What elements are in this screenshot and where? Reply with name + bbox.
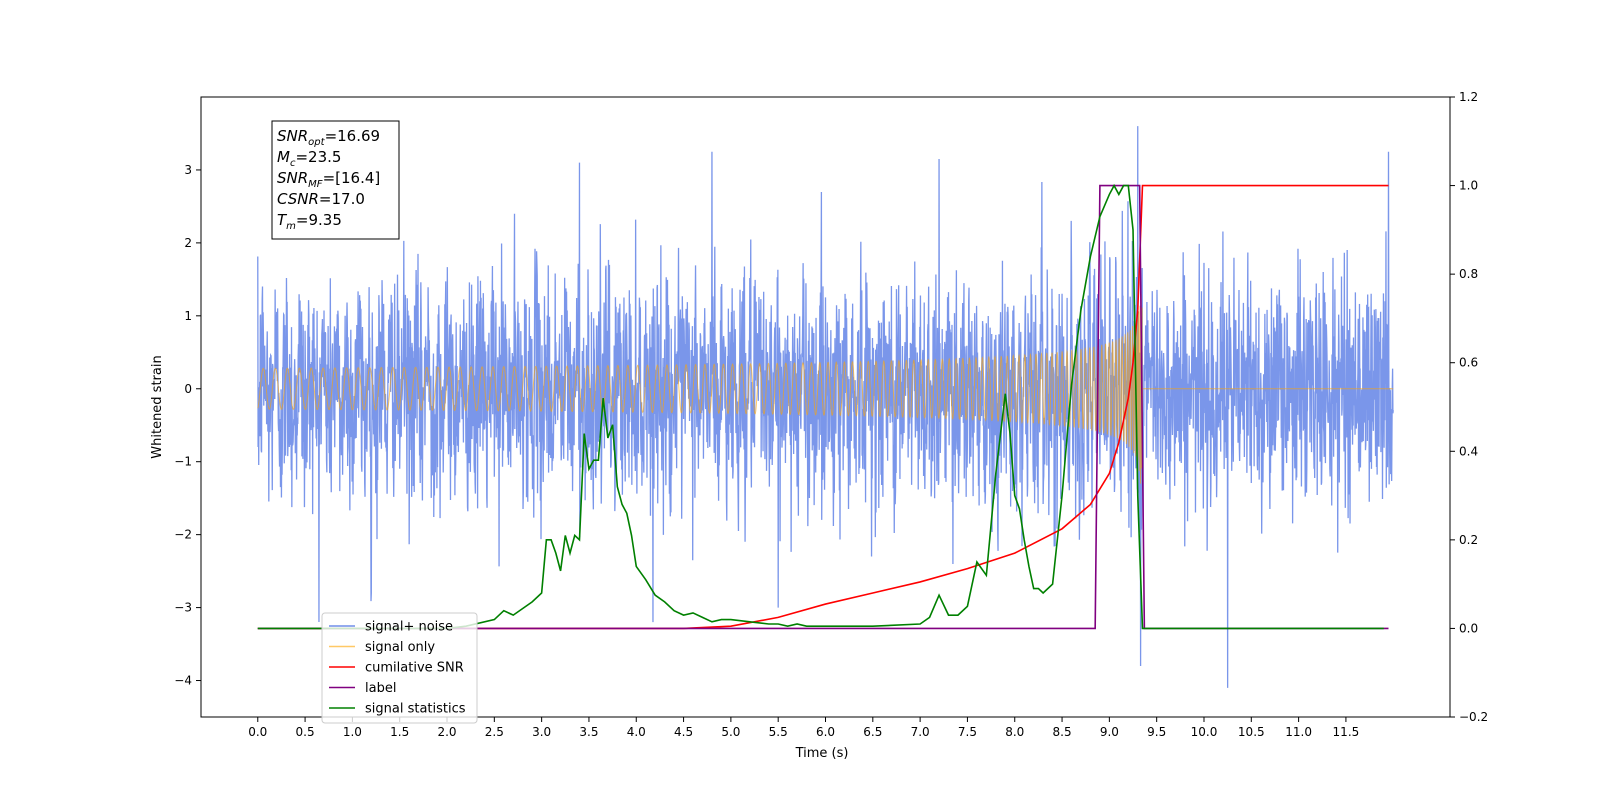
y-right-tick-label: −0.2 xyxy=(1459,710,1488,724)
annotation-value: =23.5 xyxy=(295,148,341,166)
x-tick-label: 9.5 xyxy=(1147,725,1166,739)
annotation-subscript: opt xyxy=(308,137,325,148)
legend-label: signal+ noise xyxy=(365,620,453,635)
legend-label: label xyxy=(365,681,396,696)
legend-label: signal statistics xyxy=(365,702,466,717)
annotation-subscript: c xyxy=(290,158,296,169)
series-signal-only-line xyxy=(257,293,1394,484)
x-tick-label: 4.5 xyxy=(674,725,693,739)
x-tick-label: 3.0 xyxy=(532,725,551,739)
y-left-tick-label: −3 xyxy=(174,601,192,615)
x-tick-label: 11.5 xyxy=(1333,725,1360,739)
annotation-symbol: T xyxy=(277,211,288,229)
right-axis-series xyxy=(257,183,1389,630)
x-tick-label: 8.0 xyxy=(1005,725,1024,739)
annotation-symbol: M xyxy=(277,148,290,166)
x-axis-ticks: 0.0 0.5 1.0 1.5 2.0 2.5 3.0 3.5 4.0 4.5 5.0 5.5 6.0 6… xyxy=(248,717,1359,739)
annotation-line: SNRopt=16.69 xyxy=(277,127,380,148)
x-tick-label: 8.5 xyxy=(1053,725,1072,739)
annotation-line: SNRMF=[16.4] xyxy=(277,169,380,190)
x-tick-label: 1.0 xyxy=(343,725,362,739)
x-tick-label: 3.5 xyxy=(579,725,598,739)
annotation-value: =[16.4] xyxy=(323,169,381,187)
y-left-tick-label: 2 xyxy=(184,236,192,250)
annotation-line: Mc=23.5 xyxy=(277,148,341,169)
y-right-tick-label: 1.0 xyxy=(1459,179,1478,193)
legend-frame xyxy=(321,612,478,724)
annotation-symbol: SNR xyxy=(277,127,308,145)
annotation-value: =17.0 xyxy=(319,190,365,208)
x-tick-label: 0.5 xyxy=(296,725,315,739)
x-tick-label: 2.5 xyxy=(485,725,504,739)
x-axis-label: Time (s) xyxy=(795,746,849,761)
noise-series xyxy=(257,126,1394,688)
y-right-tick-label: 0.2 xyxy=(1459,533,1478,547)
legend-label: cumilative SNR xyxy=(365,661,464,676)
x-tick-label: 10.0 xyxy=(1191,725,1218,739)
x-tick-label: 7.5 xyxy=(958,725,977,739)
x-tick-label: 6.0 xyxy=(816,725,835,739)
annotation-subscript: MF xyxy=(308,179,323,190)
x-tick-label: 11.0 xyxy=(1285,725,1312,739)
series-line-signal-statistics xyxy=(257,183,1384,630)
x-tick-label: 7.0 xyxy=(911,725,930,739)
annotation-symbol: SNR xyxy=(277,169,308,187)
legend: signal+ noise signal only cumilative SNR la… xyxy=(321,612,478,724)
x-tick-label: 1.5 xyxy=(390,725,409,739)
y-left-tick-label: −2 xyxy=(174,528,192,542)
annotation-value: =9.35 xyxy=(296,211,342,229)
left-axis-ticks: 3 2 1 0 −1 −2 −3 −4 xyxy=(174,163,201,688)
stats-annotation-box: SNRopt=16.69Mc=23.5SNRMF=[16.4]CSNR=17.0… xyxy=(271,120,400,240)
annotation-frame xyxy=(271,120,400,240)
legend-label: signal only xyxy=(365,640,435,655)
y-right-tick-label: 1.2 xyxy=(1459,90,1478,104)
right-axis-ticks: 1.2 1.0 0.8 0.6 0.4 0.2 0.0 −0.2 xyxy=(1450,90,1488,724)
x-tick-label: 5.0 xyxy=(721,725,740,739)
annotation-line: Tm=9.35 xyxy=(277,211,342,232)
annotation-line: CSNR=17.0 xyxy=(277,190,365,208)
y-right-tick-label: 0.8 xyxy=(1459,267,1478,281)
y-left-tick-label: 3 xyxy=(184,163,192,177)
x-tick-label: 6.5 xyxy=(863,725,882,739)
x-tick-label: 5.5 xyxy=(769,725,788,739)
y-left-tick-label: 0 xyxy=(184,382,192,396)
x-tick-label: 4.0 xyxy=(627,725,646,739)
x-tick-label: 10.5 xyxy=(1238,725,1265,739)
x-tick-label: 9.0 xyxy=(1100,725,1119,739)
annotation-symbol: CSNR xyxy=(277,190,319,208)
y-axis-label: Whitened strain xyxy=(150,355,165,458)
y-right-tick-label: 0.0 xyxy=(1459,621,1478,635)
y-left-tick-label: −1 xyxy=(174,455,192,469)
y-right-tick-label: 0.6 xyxy=(1459,356,1478,370)
annotation-subscript: m xyxy=(286,221,296,232)
signal-only-series xyxy=(257,293,1394,484)
series-line-cumilative-snr xyxy=(257,184,1389,630)
y-right-tick-label: 0.4 xyxy=(1459,444,1478,458)
y-left-tick-label: −4 xyxy=(174,674,192,688)
series-signal-noise-line xyxy=(257,126,1394,688)
annotation-value: =16.69 xyxy=(325,127,381,145)
y-left-tick-label: 1 xyxy=(184,309,192,323)
x-tick-label: 2.0 xyxy=(437,725,456,739)
x-tick-label: 0.0 xyxy=(248,725,267,739)
